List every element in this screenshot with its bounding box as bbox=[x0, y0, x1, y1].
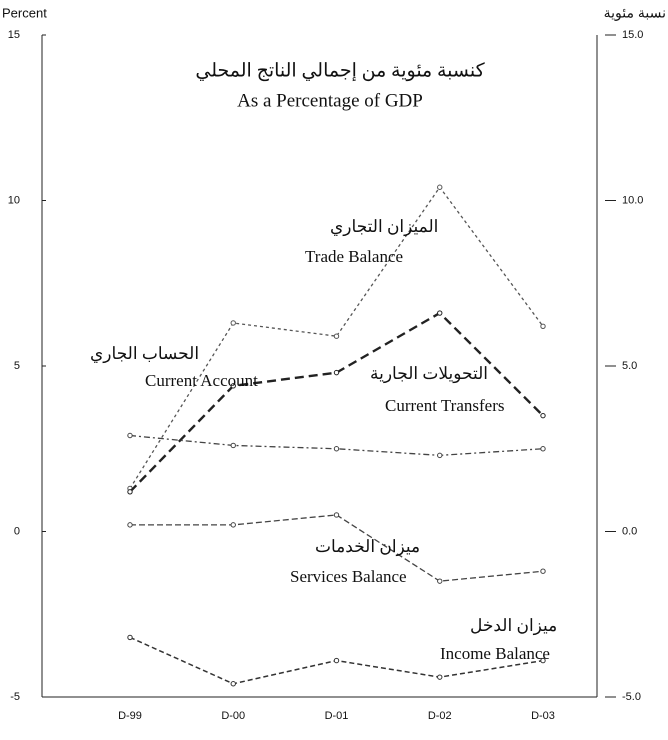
y-axis-label: Percent bbox=[2, 5, 47, 20]
x-tick-label: D-00 bbox=[221, 710, 245, 722]
y2-tick-label: 10.0 bbox=[622, 194, 643, 206]
series-label: Income Balance bbox=[440, 644, 550, 663]
y2-tick-label: 0.0 bbox=[622, 525, 637, 537]
chart-subtitle: As a Percentage of GDP bbox=[237, 90, 423, 111]
marker bbox=[127, 432, 133, 439]
marker bbox=[127, 489, 133, 495]
y-tick-label: 5 bbox=[14, 360, 20, 372]
line bbox=[129, 434, 544, 457]
marker bbox=[230, 522, 236, 528]
marker bbox=[333, 512, 340, 518]
marker bbox=[437, 578, 443, 584]
x-tick-label: D-99 bbox=[118, 710, 142, 722]
y-tick-label: -5 bbox=[10, 691, 20, 703]
series-label: Trade Balance bbox=[305, 247, 403, 266]
marker bbox=[333, 446, 340, 452]
series-label-ar: الحساب الجاري bbox=[90, 344, 199, 364]
marker bbox=[230, 383, 236, 389]
y-tick-label: 15 bbox=[8, 29, 20, 41]
series-label-ar: ميزان الدخل bbox=[470, 616, 557, 636]
marker bbox=[230, 681, 236, 687]
series-label: Current Transfers bbox=[385, 396, 504, 415]
marker bbox=[540, 446, 546, 452]
series-label-ar: الميزان التجاري bbox=[330, 217, 438, 237]
series-label-ar: التحويلات الجارية bbox=[370, 364, 488, 384]
chart-title: كنسبة مئوية من إجمالي الناتج المحلي bbox=[195, 60, 485, 81]
series-label: Services Balance bbox=[290, 567, 407, 586]
y2-tick-label: 5.0 bbox=[622, 360, 637, 372]
marker bbox=[437, 310, 443, 316]
series-label: Current Account bbox=[145, 371, 258, 390]
x-tick-label: D-03 bbox=[531, 710, 555, 722]
marker bbox=[540, 568, 546, 574]
marker bbox=[540, 412, 546, 419]
x-tick-label: D-02 bbox=[428, 710, 452, 722]
marker bbox=[127, 522, 133, 528]
marker bbox=[230, 320, 236, 326]
marker bbox=[437, 674, 443, 680]
line bbox=[130, 514, 544, 582]
marker bbox=[333, 333, 340, 339]
y2-tick-label: -5.0 bbox=[622, 691, 641, 703]
y2-tick-label: 15.0 bbox=[622, 29, 643, 41]
y-tick-label: 10 bbox=[8, 194, 20, 206]
series-label-ar: ميزان الخدمات bbox=[315, 537, 420, 557]
marker bbox=[437, 184, 443, 190]
marker bbox=[127, 634, 133, 641]
marker bbox=[230, 442, 236, 449]
marker bbox=[540, 657, 546, 664]
x-tick-label: D-01 bbox=[325, 710, 349, 722]
y-tick-label: 0 bbox=[14, 525, 20, 537]
marker bbox=[333, 657, 340, 664]
marker bbox=[540, 323, 546, 329]
y2-axis-label: نسبة مئوية bbox=[604, 5, 666, 22]
marker bbox=[333, 369, 340, 376]
marker bbox=[437, 452, 443, 459]
